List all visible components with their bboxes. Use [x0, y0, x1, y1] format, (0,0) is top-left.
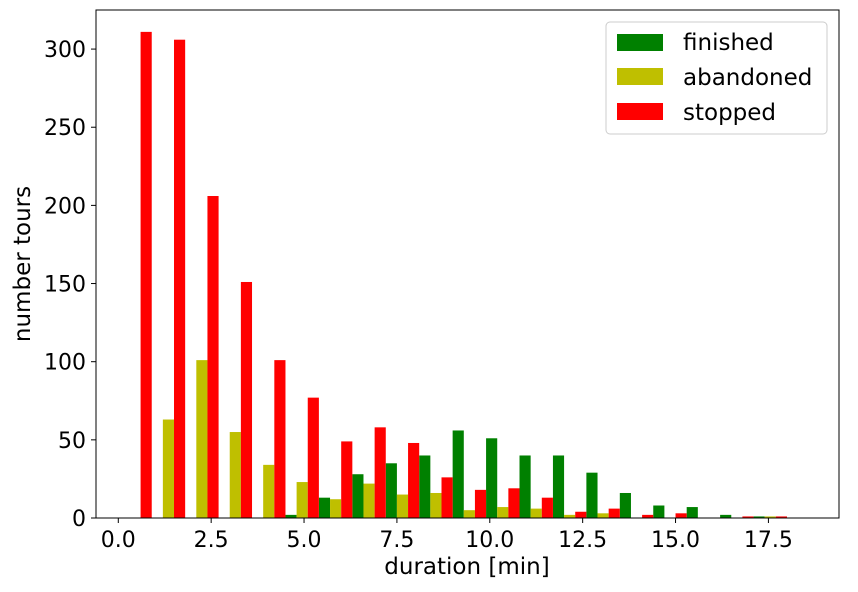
y-tick-label: 250: [44, 116, 86, 141]
bar-stopped-13: [575, 512, 586, 518]
bar-finished-7: [352, 474, 363, 518]
bar-stopped-11: [508, 488, 519, 518]
bar-stopped-10: [475, 490, 486, 518]
x-tick-label: 5.0: [287, 528, 322, 553]
bar-abandoned-8: [397, 495, 408, 518]
y-tick-label: 50: [58, 429, 86, 454]
bar-finished-17: [687, 507, 698, 518]
legend-label-abandoned: abandoned: [683, 65, 812, 91]
bar-stopped-7: [375, 427, 386, 518]
bar-finished-12: [520, 455, 531, 518]
legend-swatch-abandoned: [617, 68, 663, 85]
bar-stopped-6: [341, 441, 352, 518]
bar-finished-11: [486, 438, 497, 518]
bar-stopped-1: [174, 40, 185, 518]
y-tick-label: 200: [44, 194, 86, 219]
bar-finished-9: [419, 455, 430, 518]
bar-stopped-8: [408, 443, 419, 518]
bar-abandoned-3: [230, 432, 241, 518]
bar-abandoned-14: [598, 513, 609, 518]
bar-abandoned-10: [464, 510, 475, 518]
x-tick-label: 15.0: [651, 528, 700, 553]
legend-label-finished: finished: [683, 30, 774, 56]
bar-abandoned-9: [430, 493, 441, 518]
bar-abandoned-12: [531, 509, 542, 518]
bar-finished-15: [620, 493, 631, 518]
y-tick-label: 150: [44, 273, 86, 298]
y-tick-label: 100: [44, 351, 86, 376]
bar-stopped-2: [207, 196, 218, 518]
bar-finished-8: [386, 463, 397, 518]
bar-stopped-0: [141, 32, 152, 518]
x-tick-label: 0.0: [101, 528, 136, 553]
bar-finished-13: [553, 455, 564, 518]
bar-stopped-12: [542, 498, 553, 518]
x-axis-label: duration [min]: [384, 554, 549, 580]
bar-abandoned-2: [196, 360, 207, 518]
y-tick-label: 0: [72, 507, 86, 532]
x-tick-label: 2.5: [194, 528, 229, 553]
legend-label-stopped: stopped: [683, 100, 776, 126]
bar-abandoned-7: [363, 484, 374, 518]
bar-stopped-3: [241, 282, 252, 518]
y-axis-ticks: 0 50 100 150 200 250 300: [44, 38, 96, 532]
bar-finished-10: [453, 430, 464, 518]
bar-abandoned-4: [263, 465, 274, 518]
bar-stopped-4: [274, 360, 285, 518]
x-tick-label: 10.0: [465, 528, 514, 553]
bar-stopped-14: [609, 509, 620, 518]
bar-abandoned-1: [163, 420, 174, 518]
bar-abandoned-6: [330, 499, 341, 518]
bar-stopped-16: [676, 513, 687, 518]
bar-finished-14: [586, 473, 597, 518]
bar-finished-6: [319, 498, 330, 518]
legend-swatch-stopped: [617, 103, 663, 120]
legend: finished abandoned stopped: [606, 22, 827, 134]
x-axis-ticks: 0.0 2.5 5.0 7.5 10.0 12.5 15.0 17.5: [101, 518, 793, 553]
y-axis-label: number tours: [10, 186, 36, 342]
legend-swatch-finished: [617, 34, 663, 51]
bar-abandoned-5: [297, 482, 308, 518]
y-tick-label: 300: [44, 38, 86, 63]
x-tick-label: 7.5: [379, 528, 414, 553]
bar-stopped-5: [308, 398, 319, 518]
x-tick-label: 12.5: [558, 528, 607, 553]
bar-finished-16: [653, 506, 664, 519]
bar-stopped-9: [442, 477, 453, 518]
bar-abandoned-11: [497, 507, 508, 518]
x-tick-label: 17.5: [744, 528, 793, 553]
